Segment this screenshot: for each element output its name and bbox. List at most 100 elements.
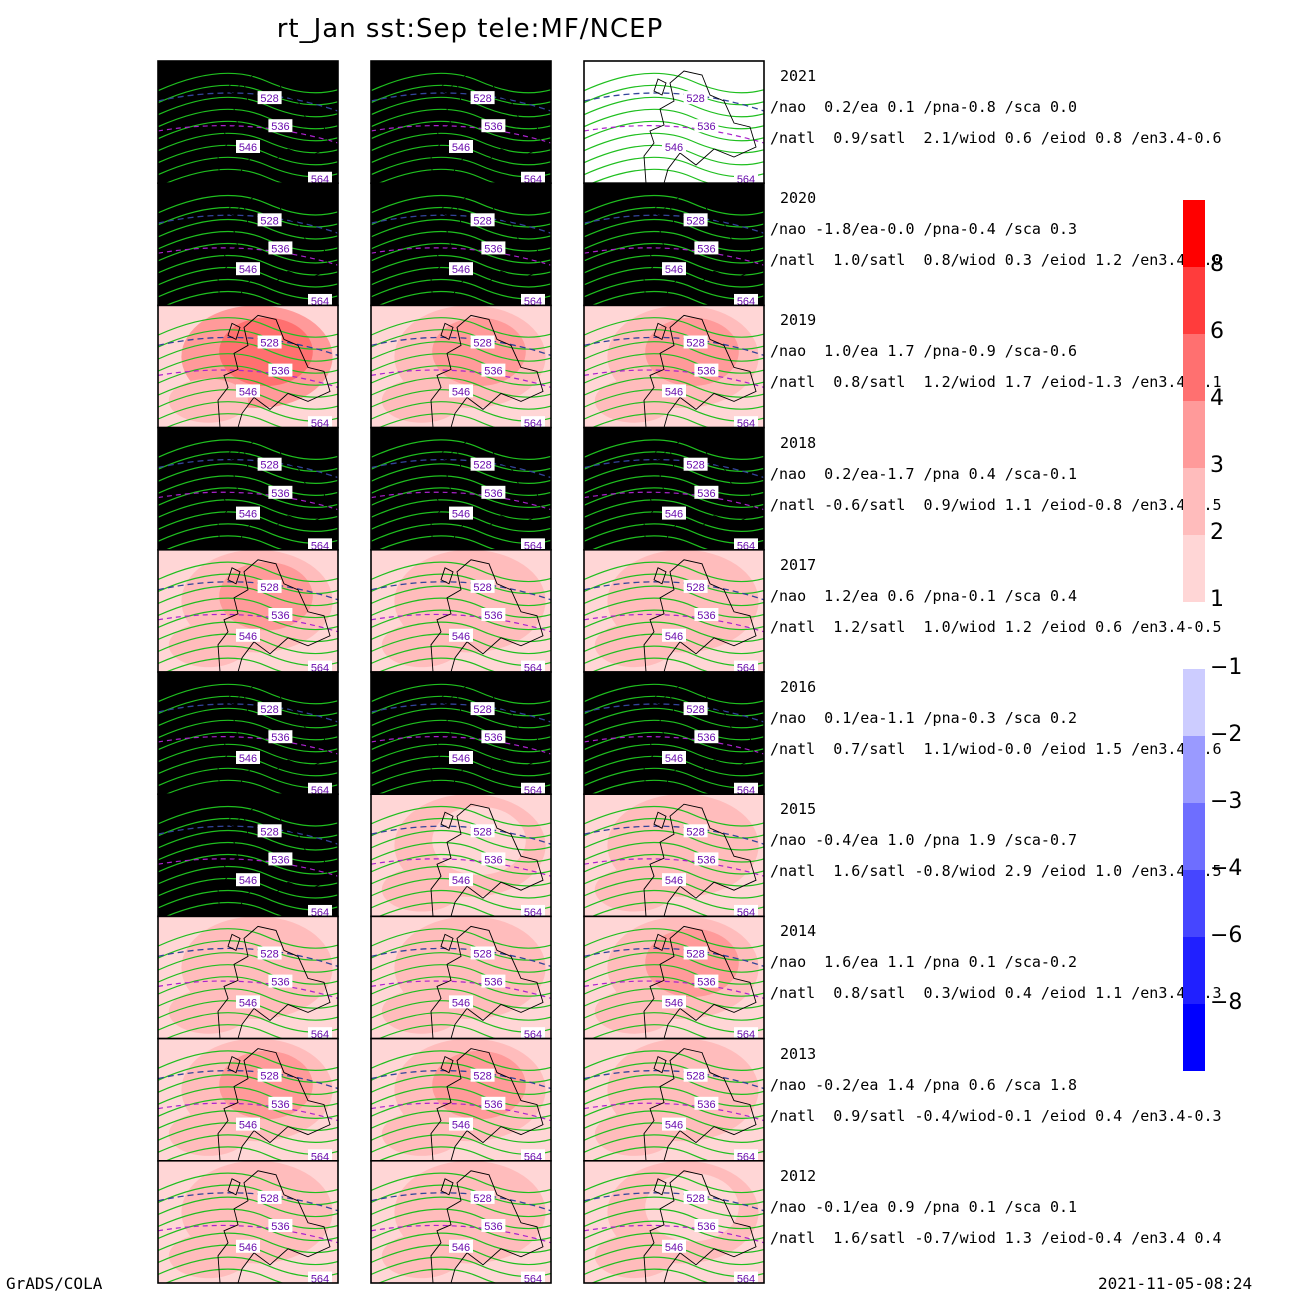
height-contour — [158, 218, 338, 240]
coastline — [217, 681, 331, 795]
height-contour — [584, 439, 764, 460]
contour-label: 536 — [484, 732, 502, 744]
contour-label-bg — [662, 750, 686, 764]
contour-label-bg — [268, 1219, 293, 1233]
clim-contour — [158, 125, 338, 144]
height-contour — [158, 865, 338, 887]
coastline — [653, 444, 667, 463]
contour-label: 528 — [686, 704, 704, 716]
height-contour — [584, 218, 764, 240]
contour-label-bg — [268, 1096, 293, 1110]
year-label: 2019 — [780, 311, 817, 330]
anomaly-core — [432, 73, 526, 142]
clim-contour — [584, 491, 764, 511]
height-contour — [584, 683, 764, 705]
contour-label: 546 — [239, 386, 257, 398]
contour-label-bg — [521, 416, 545, 428]
contour-label: 546 — [239, 1242, 257, 1254]
coastline — [653, 78, 667, 96]
map-panel: 528 536 546 564 — [371, 1038, 551, 1163]
height-contour — [584, 1208, 764, 1230]
contour-label: 528 — [686, 1193, 704, 1205]
clim-contour — [371, 947, 551, 968]
coastline — [440, 322, 454, 341]
contour-label-bg — [734, 904, 758, 917]
contour-label-bg — [236, 995, 260, 1009]
contour-label-bg — [236, 262, 260, 276]
contour-label-bg — [481, 119, 506, 133]
anomaly-core — [645, 439, 739, 509]
colorbar-segment — [1183, 334, 1205, 401]
contour-label-bg — [470, 1068, 495, 1082]
coastline — [430, 681, 544, 795]
contour-label-bg — [268, 485, 293, 499]
map-panel: 528 536 546 564 — [158, 672, 338, 795]
contour-label-bg — [236, 1117, 260, 1131]
clim-contour — [584, 581, 764, 601]
colorbar-segment — [1183, 1004, 1205, 1071]
clim-contour — [371, 703, 551, 723]
contour-label: 528 — [473, 704, 491, 716]
map-panel: 528 536 546 564 — [371, 672, 551, 795]
teleconnection-indices: /nao -1.8/ea-0.0 /pna-0.4 /sca 0.3 — [770, 220, 1078, 239]
contour-label: 536 — [271, 854, 289, 866]
contour-label-bg — [257, 91, 282, 105]
contour-label: 564 — [311, 174, 329, 186]
anomaly-core — [432, 806, 526, 875]
contour-label: 546 — [452, 753, 470, 765]
contour-label-bg — [257, 335, 282, 349]
height-contour — [371, 230, 551, 252]
clim-contour — [584, 92, 764, 112]
contour-label-bg — [257, 579, 282, 593]
clim-contour — [584, 613, 764, 633]
height-contour — [590, 535, 711, 550]
height-contour — [158, 1098, 338, 1119]
height-contour — [371, 439, 551, 460]
teleconnection-indices: /nao 0.1/ea-1.1 /pna-0.3 /sca 0.2 — [770, 709, 1078, 727]
height-contour — [371, 597, 551, 619]
contour-label: 546 — [665, 142, 683, 154]
contour-label-bg — [683, 1190, 708, 1204]
height-contour — [158, 719, 338, 741]
clim-contour — [158, 858, 338, 877]
height-contour — [371, 389, 551, 410]
contour-label: 546 — [665, 875, 683, 887]
height-contour — [158, 731, 338, 753]
contour-label-bg — [268, 730, 293, 744]
height-contour — [584, 755, 764, 777]
contour-label-bg — [308, 416, 332, 428]
clim-contour — [158, 1102, 338, 1122]
height-contour — [158, 707, 338, 729]
clim-contour — [584, 1102, 764, 1122]
colorbar-tick-label: 6 — [1210, 319, 1224, 344]
contour-label-bg — [268, 241, 293, 255]
coastline — [653, 200, 667, 218]
contour-label: 536 — [271, 366, 289, 378]
contour-label: 528 — [260, 93, 278, 105]
anomaly-core — [645, 684, 739, 753]
coastline — [430, 437, 544, 550]
contour-label: 564 — [524, 1151, 542, 1163]
height-contour — [584, 365, 764, 386]
contour-label: 528 — [260, 215, 278, 227]
contour-label: 528 — [260, 826, 278, 838]
contour-label-bg — [236, 628, 260, 642]
contour-label: 564 — [737, 174, 755, 186]
height-contour — [590, 168, 711, 184]
height-contour — [584, 1172, 764, 1194]
height-contour — [164, 657, 285, 672]
height-contour — [164, 901, 285, 917]
contour-label-bg — [257, 213, 282, 227]
sst-indices: /natl 0.9/satl 2.1/wiod 0.6 /eiod 0.8 /e… — [770, 129, 1222, 147]
year-label: 2015 — [780, 800, 817, 819]
height-contour — [371, 463, 551, 484]
contour-label: 536 — [484, 1221, 502, 1233]
height-contour — [377, 168, 498, 184]
contour-label: 546 — [239, 142, 257, 154]
footer-timestamp: 2021-11-05-08:24 — [1098, 1274, 1253, 1293]
anomaly-core — [432, 684, 526, 753]
height-contour — [158, 1050, 338, 1071]
contour-label: 546 — [452, 1120, 470, 1132]
clim-contour — [158, 369, 338, 388]
height-contour — [158, 120, 338, 142]
